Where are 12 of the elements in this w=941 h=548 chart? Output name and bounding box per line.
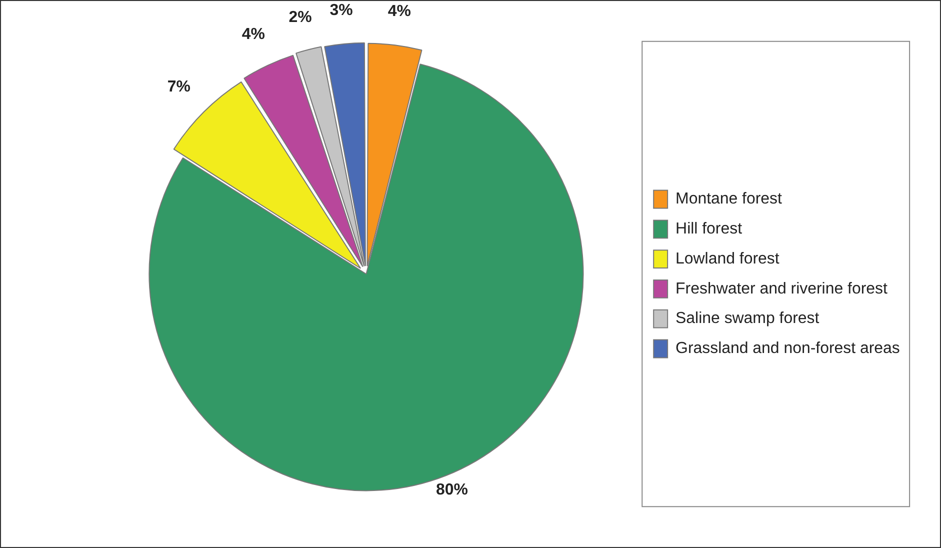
data-label: 3% — [330, 2, 353, 20]
legend-label: Saline swamp forest — [676, 310, 820, 328]
legend-label: Montane forest — [676, 190, 783, 208]
legend-label: Hill forest — [676, 220, 743, 238]
legend-label: Grassland and non-forest areas — [676, 340, 900, 358]
legend-label: Lowland forest — [676, 250, 780, 268]
data-label: 4% — [388, 2, 411, 20]
legend-label: Freshwater and riverine forest — [676, 280, 888, 298]
data-label: 2% — [288, 9, 312, 26]
data-label: 7% — [167, 78, 190, 96]
data-label: 4% — [242, 26, 265, 44]
data-label: 80% — [436, 482, 468, 499]
